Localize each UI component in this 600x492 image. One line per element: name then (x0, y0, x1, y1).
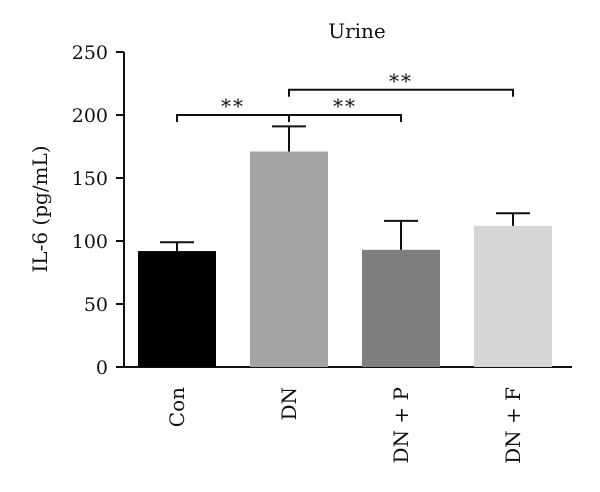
bar-1 (250, 151, 328, 367)
significance-brackets: ** ** ** (176, 69, 514, 122)
significance-label: ** (221, 94, 245, 118)
significance-bracket (288, 88, 514, 97)
significance-label: ** (333, 94, 357, 118)
chart-title: Urine (328, 19, 386, 43)
y-tick-label: 150 (72, 168, 108, 190)
y-tick-label: 250 (72, 42, 108, 64)
y-tick-label: 100 (72, 231, 108, 253)
x-tick-label: Con (165, 387, 189, 427)
y-tick-label: 200 (72, 105, 108, 127)
significance-bracket (288, 114, 402, 122)
x-tick-label: DN (277, 387, 301, 421)
y-tick-label: 50 (84, 294, 108, 316)
y-ticks: 0 50 100 150 200 250 (72, 42, 124, 379)
x-tick-label: DN + P (389, 387, 413, 463)
x-tick-label: DN + F (501, 387, 525, 464)
significance-label: ** (389, 69, 413, 93)
bar-2 (362, 249, 440, 367)
error-bars (160, 125, 530, 252)
y-tick-label: 0 (96, 357, 108, 379)
x-tick-labels: Con DN DN + P DN + F (165, 387, 525, 464)
bar-0 (138, 251, 216, 367)
bars (138, 151, 552, 367)
bar-3 (474, 225, 552, 367)
y-axis-label: IL-6 (pg/mL) (28, 145, 52, 272)
